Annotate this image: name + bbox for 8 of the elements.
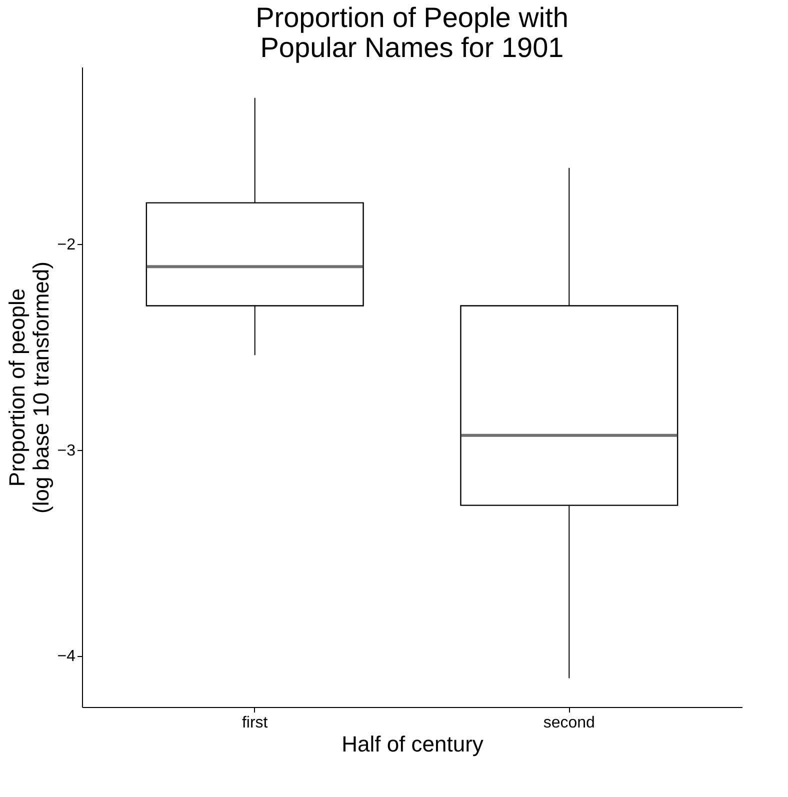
x-tick-label: first xyxy=(242,714,268,732)
y-tick-label: −4 xyxy=(57,648,76,666)
y-tick-label: −2 xyxy=(57,236,76,254)
x-tick-label: second xyxy=(543,714,595,732)
x-axis-title: Half of century xyxy=(342,732,484,756)
y-tick-label: −3 xyxy=(57,442,76,460)
y-axis-title: Proportion of people (log base 10 transformed) xyxy=(4,262,54,514)
chart-title: Proportion of People with Popular Names for 1901 xyxy=(256,2,568,63)
